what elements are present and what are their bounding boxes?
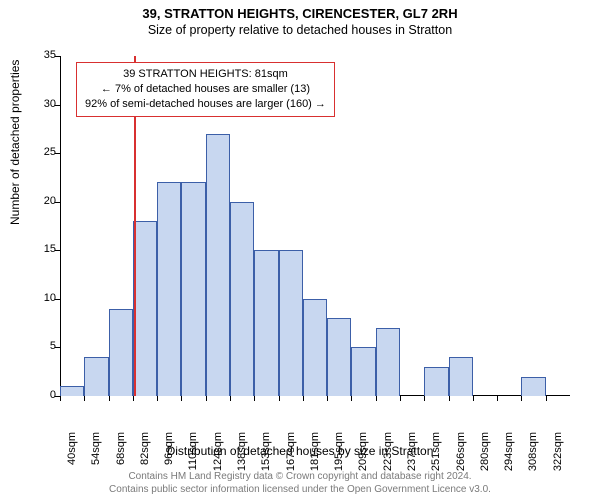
x-tick-mark <box>473 396 474 401</box>
y-tick-mark <box>55 153 60 154</box>
y-tick-mark <box>55 347 60 348</box>
x-tick-mark <box>230 396 231 401</box>
x-axis-label: Distribution of detached houses by size … <box>0 444 600 458</box>
y-axis-label: Number of detached properties <box>8 60 22 225</box>
info-box-line-2: ← 7% of detached houses are smaller (13) <box>85 82 326 97</box>
y-tick-label: 5 <box>22 340 56 352</box>
x-tick-mark <box>376 396 377 401</box>
y-tick-label: 0 <box>22 389 56 401</box>
y-tick-mark <box>55 56 60 57</box>
footer-line-1: Contains HM Land Registry data © Crown c… <box>0 470 600 483</box>
info-box-line-3: 92% of semi-detached houses are larger (… <box>85 97 326 112</box>
histogram-bar <box>60 386 84 396</box>
y-tick-label: 35 <box>22 49 56 61</box>
x-tick-mark <box>157 396 158 401</box>
x-tick-mark <box>351 396 352 401</box>
x-tick-mark <box>133 396 134 401</box>
x-tick-mark <box>327 396 328 401</box>
x-tick-mark <box>449 396 450 401</box>
y-tick-label: 10 <box>22 292 56 304</box>
histogram-bar <box>449 357 473 396</box>
y-axis-line <box>60 56 61 396</box>
histogram-bar <box>327 318 351 396</box>
histogram-bar <box>351 347 375 396</box>
chart-title-sub: Size of property relative to detached ho… <box>0 21 600 37</box>
histogram-bar <box>109 309 133 396</box>
histogram-bar <box>230 202 254 396</box>
y-tick-label: 15 <box>22 243 56 255</box>
footer-line-2: Contains public sector information licen… <box>0 483 600 496</box>
x-tick-mark <box>206 396 207 401</box>
chart-container: 39, STRATTON HEIGHTS, CIRENCESTER, GL7 2… <box>0 0 600 500</box>
y-tick-label: 30 <box>22 98 56 110</box>
histogram-bar <box>521 377 545 396</box>
chart-plot-area: 0510152025303540sqm54sqm68sqm82sqm96sqm1… <box>60 56 570 396</box>
x-tick-mark <box>279 396 280 401</box>
y-tick-mark <box>55 250 60 251</box>
histogram-bar <box>181 182 205 396</box>
y-tick-mark <box>55 299 60 300</box>
x-tick-mark <box>181 396 182 401</box>
chart-title-main: 39, STRATTON HEIGHTS, CIRENCESTER, GL7 2… <box>0 0 600 21</box>
y-tick-mark <box>55 105 60 106</box>
histogram-bar <box>424 367 448 396</box>
x-tick-mark <box>60 396 61 401</box>
y-tick-label: 25 <box>22 146 56 158</box>
x-tick-mark <box>84 396 85 401</box>
property-info-box: 39 STRATTON HEIGHTS: 81sqm← 7% of detach… <box>76 62 335 117</box>
x-tick-mark <box>303 396 304 401</box>
histogram-bar <box>376 328 400 396</box>
x-tick-mark <box>497 396 498 401</box>
info-box-line-1: 39 STRATTON HEIGHTS: 81sqm <box>85 67 326 82</box>
histogram-bar <box>133 221 157 396</box>
histogram-bar <box>206 134 230 396</box>
histogram-bar <box>84 357 108 396</box>
footer-attribution: Contains HM Land Registry data © Crown c… <box>0 470 600 496</box>
histogram-bar <box>157 182 181 396</box>
x-tick-mark <box>521 396 522 401</box>
x-tick-mark <box>254 396 255 401</box>
x-tick-mark <box>109 396 110 401</box>
histogram-bar <box>279 250 303 396</box>
histogram-bar <box>303 299 327 396</box>
x-tick-mark <box>400 396 401 401</box>
x-tick-mark <box>546 396 547 401</box>
y-tick-label: 20 <box>22 195 56 207</box>
y-tick-mark <box>55 202 60 203</box>
histogram-bar <box>254 250 278 396</box>
x-tick-mark <box>424 396 425 401</box>
